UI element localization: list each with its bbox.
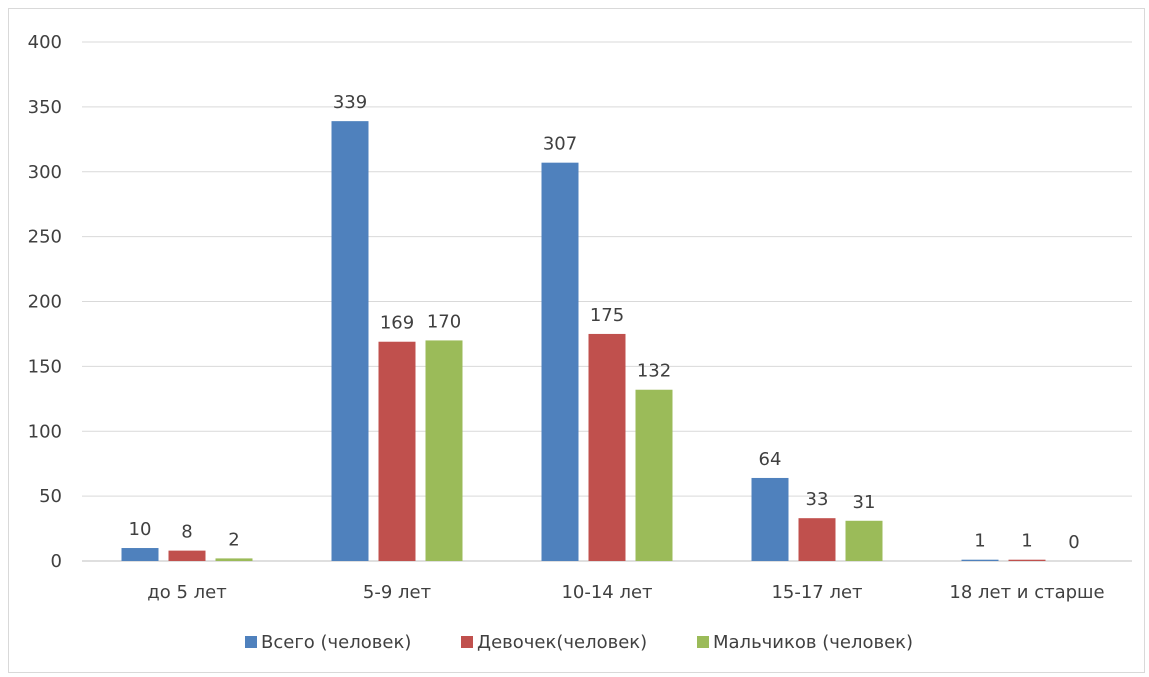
- x-tick-label: 5-9 лет: [363, 582, 431, 603]
- gridlines: [82, 41, 1132, 562]
- bar: [121, 548, 159, 561]
- legend-label: Мальчиков (человек): [713, 632, 913, 653]
- x-tick-label: 10-14 лет: [561, 582, 652, 603]
- y-tick-label: 150: [28, 356, 62, 377]
- x-tick-label: 15-17 лет: [771, 582, 862, 603]
- data-label: 0: [1068, 532, 1079, 553]
- y-tick-label: 50: [39, 486, 62, 507]
- legend: Всего (человек) Девочек(человек) Мальчиков…: [245, 632, 913, 653]
- data-label: 132: [637, 361, 671, 382]
- bar: [845, 520, 883, 561]
- bar: [1008, 559, 1046, 561]
- bar: [425, 340, 463, 561]
- data-label: 64: [759, 449, 782, 470]
- legend-label: Девочек(человек): [477, 632, 647, 653]
- x-tick-label: до 5 лет: [147, 582, 226, 603]
- bar: [751, 477, 789, 561]
- data-label: 170: [427, 311, 461, 332]
- y-tick-label: 200: [28, 292, 62, 313]
- y-tick-label: 250: [28, 227, 62, 248]
- data-label: 339: [333, 92, 367, 113]
- bar: [215, 558, 253, 561]
- legend-swatch: [245, 636, 257, 648]
- y-tick-label: 350: [28, 97, 62, 118]
- bar: [798, 518, 836, 561]
- y-tick-label: 100: [28, 421, 62, 442]
- data-label: 33: [806, 489, 829, 510]
- data-label: 10: [129, 519, 152, 540]
- data-label: 31: [853, 492, 876, 513]
- y-tick-label: 400: [28, 32, 62, 53]
- data-label: 2: [228, 529, 239, 550]
- x-tick-label: 18 лет и старше: [949, 582, 1104, 603]
- x-axis-tick-labels: до 5 лет 5-9 лет 10-14 лет 15-17 лет 18 лет …: [147, 582, 1104, 603]
- bar: [961, 559, 999, 561]
- bar: [588, 333, 626, 561]
- y-tick-label: 300: [28, 162, 62, 183]
- data-label: 175: [590, 305, 624, 326]
- bar: [168, 550, 206, 561]
- data-label: 1: [1021, 531, 1032, 552]
- bars: [121, 121, 1046, 562]
- data-label: 8: [181, 522, 192, 543]
- bar: [378, 341, 416, 561]
- bar: [635, 389, 673, 561]
- data-label: 169: [380, 313, 414, 334]
- legend-swatch: [461, 636, 473, 648]
- bar: [331, 121, 369, 562]
- legend-swatch: [697, 636, 709, 648]
- bar: [541, 162, 579, 562]
- y-tick-label: 0: [51, 551, 62, 572]
- data-label: 1: [974, 531, 985, 552]
- data-label: 307: [543, 134, 577, 155]
- y-axis-tick-labels: 0 50 100 150 200 250 300 350 400: [28, 32, 62, 572]
- legend-label: Всего (человек): [261, 632, 411, 653]
